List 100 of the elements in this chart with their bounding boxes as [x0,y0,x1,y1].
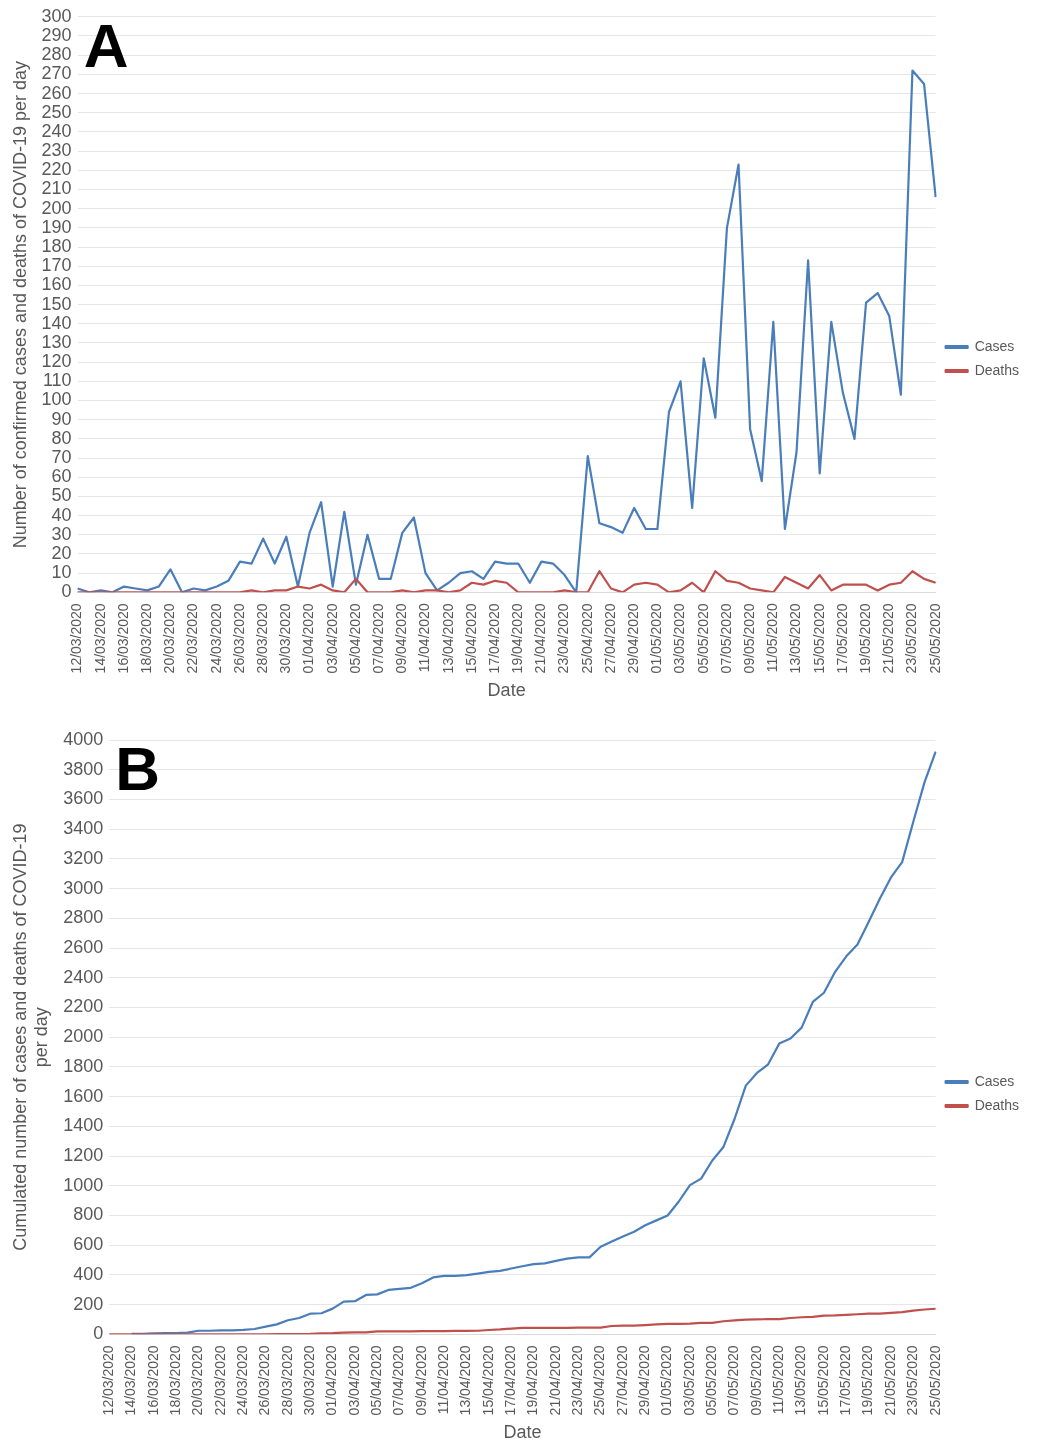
y-tick-label: 250 [41,101,72,122]
y-tick-label: 800 [73,1204,104,1225]
x-tick-label: 23/05/2020 [903,603,920,674]
y-tick-label: 130 [41,331,72,352]
y-tick-label: 10 [51,562,72,583]
y-tick-label: 60 [51,466,72,487]
x-tick-label: 23/04/2020 [569,1345,586,1416]
x-tick-label: 20/03/2020 [161,603,178,674]
y-tick-label: 230 [41,140,72,161]
x-tick-label: 01/04/2020 [300,603,317,674]
x-tick-label: 11/04/2020 [416,603,433,673]
x-tick-label: 17/05/2020 [837,1345,854,1416]
x-tick-label: 03/04/2020 [323,603,340,674]
y-tick-label: 80 [51,427,72,448]
x-tick-label: 09/04/2020 [393,603,410,674]
x-tick-label: 11/04/2020 [435,1345,452,1415]
x-tick-label: 30/03/2020 [301,1345,318,1416]
x-tick-label: 11/05/2020 [770,1345,787,1415]
x-tick-label: 18/03/2020 [167,1345,184,1416]
y-tick-label: 1200 [63,1145,104,1165]
x-tick-label: 22/03/2020 [184,603,201,674]
x-tick-label: 21/05/2020 [881,1345,898,1416]
y-tick-label: 3800 [63,758,104,779]
x-tick-label: 03/05/2020 [680,1345,697,1416]
y-tick-label: 140 [41,312,72,333]
legend-label: Cases [974,1072,1015,1089]
x-tick-label: 25/05/2020 [926,1345,943,1416]
x-tick-label: 16/03/2020 [144,1345,161,1416]
x-tick-label: 18/03/2020 [138,603,155,674]
legend-label: Cases [974,337,1015,354]
x-tick-label: 27/04/2020 [601,603,618,674]
y-tick-label: 1800 [63,1055,104,1076]
x-tick-label: 29/04/2020 [636,1345,653,1416]
x-axis-title: Date [487,680,526,701]
y-tick-label: 3000 [63,877,104,898]
y-tick-label: 260 [41,82,72,103]
x-tick-label: 21/04/2020 [546,1345,563,1416]
x-tick-label: 24/03/2020 [234,1345,251,1416]
y-tick-label: 110 [42,370,72,391]
x-tick-label: 09/05/2020 [740,603,757,674]
y-axis-title: Number of confirmed cases and deaths of COVID-19 per day [9,60,30,549]
y-tick-label: 290 [41,24,72,45]
x-tick-label: 19/04/2020 [509,603,526,674]
y-tick-label: 270 [41,63,72,84]
x-tick-label: 14/03/2020 [122,1345,139,1416]
x-tick-label: 09/04/2020 [412,1345,429,1416]
y-tick-label: 70 [51,447,72,468]
y-tick-label: 200 [41,197,72,218]
x-tick-label: 13/04/2020 [457,1345,474,1416]
y-tick-label: 2200 [63,996,104,1017]
x-tick-label: 03/05/2020 [671,603,688,674]
y-tick-label: 3200 [63,847,104,868]
x-tick-label: 16/03/2020 [114,603,131,674]
x-tick-label: 26/03/2020 [230,603,247,674]
x-tick-label: 07/05/2020 [717,603,734,674]
y-tick-label: 2800 [63,907,104,928]
x-tick-label: 13/05/2020 [787,603,804,674]
y-tick-label: 400 [73,1263,104,1284]
x-tick-label: 29/04/2020 [625,603,642,674]
y-tick-label: 3600 [63,788,104,809]
x-tick-label: 09/05/2020 [747,1345,764,1416]
x-tick-label: 01/05/2020 [658,1345,675,1416]
y-tick-label: 2000 [63,1026,104,1047]
legend-label: Deaths [974,1096,1019,1113]
x-tick-label: 15/04/2020 [479,1345,496,1416]
y-tick-label: 1600 [63,1085,104,1106]
x-tick-label: 13/05/2020 [792,1345,809,1416]
x-tick-label: 01/05/2020 [648,603,665,674]
x-tick-label: 07/04/2020 [369,603,386,674]
x-tick-label: 05/05/2020 [694,603,711,674]
x-tick-label: 05/04/2020 [346,603,363,674]
x-tick-label: 05/05/2020 [703,1345,720,1416]
x-tick-label: 15/04/2020 [462,603,479,674]
x-tick-label: 19/04/2020 [524,1345,541,1416]
y-tick-label: 190 [41,216,72,237]
x-tick-label: 25/04/2020 [578,603,595,674]
x-tick-label: 21/04/2020 [532,603,549,674]
x-tick-label: 27/04/2020 [613,1345,630,1416]
x-tick-label: 15/05/2020 [814,1345,831,1416]
x-tick-label: 15/05/2020 [810,603,827,674]
y-tick-label: 50 [51,485,72,506]
x-tick-label: 23/04/2020 [555,603,572,674]
y-tick-label: 40 [51,504,72,525]
x-tick-label: 23/05/2020 [904,1345,921,1416]
x-tick-label: 12/03/2020 [68,603,85,674]
x-tick-label: 21/05/2020 [880,603,897,674]
y-tick-label: 90 [51,408,72,429]
y-tick-label: 0 [93,1323,104,1344]
y-tick-label: 30 [51,523,72,544]
y-tick-label: 170 [41,255,72,276]
x-tick-label: 07/05/2020 [725,1345,742,1416]
x-tick-label: 25/04/2020 [591,1345,608,1416]
y-tick-label: 100 [41,389,72,410]
x-tick-label: 19/05/2020 [856,603,873,674]
x-tick-label: 17/04/2020 [502,1345,519,1416]
x-tick-label: 17/04/2020 [485,603,502,674]
y-tick-label: 2400 [63,966,104,987]
x-tick-label: 26/03/2020 [256,1345,273,1416]
x-tick-label: 20/03/2020 [189,1345,206,1416]
y-tick-label: 300 [41,5,72,26]
